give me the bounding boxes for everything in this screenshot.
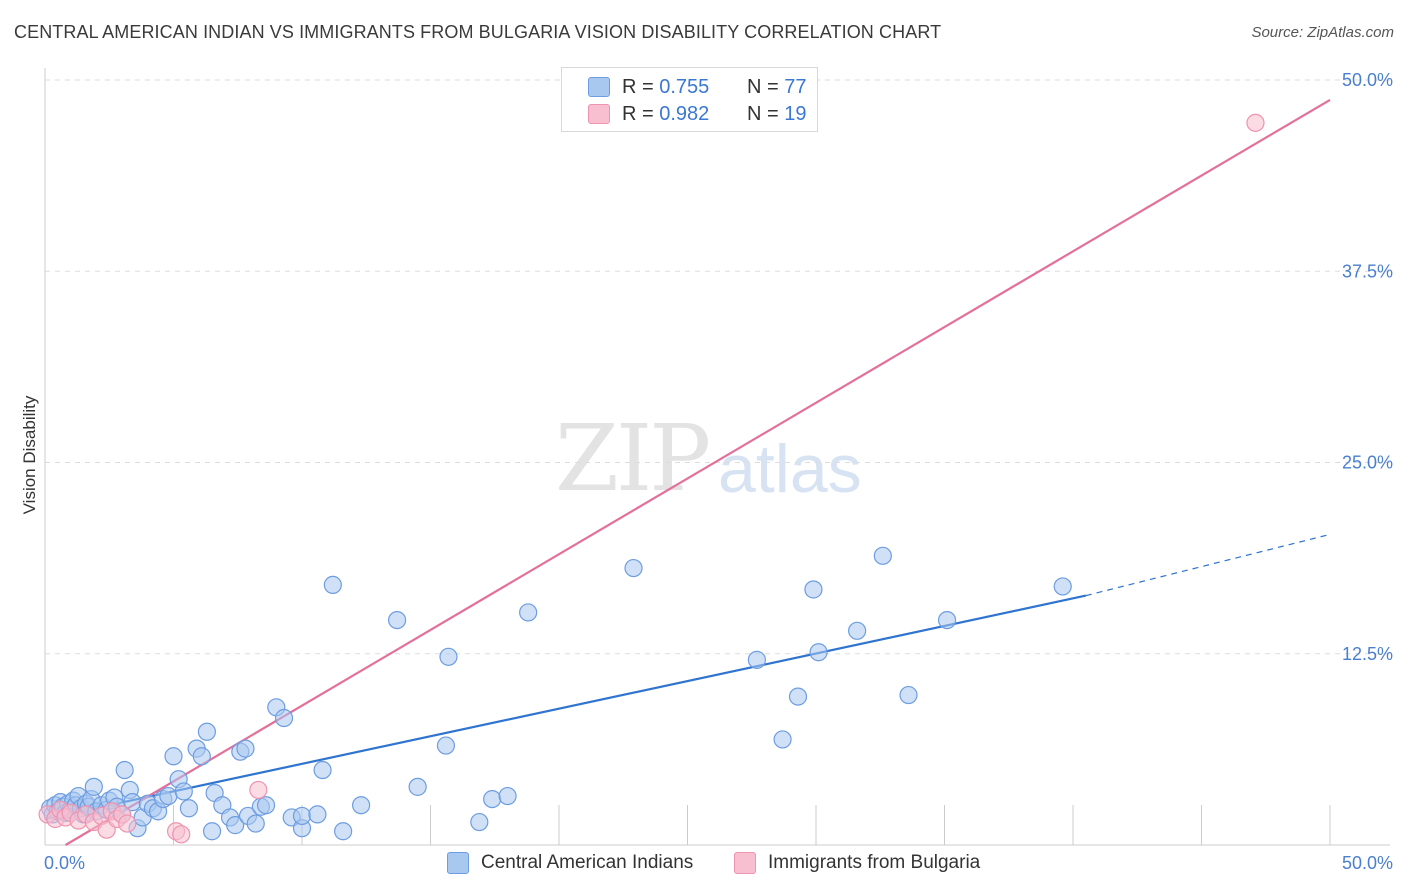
legend-n-label: N = — [747, 102, 785, 125]
central-american-indians-point — [788, 687, 808, 706]
central-american-indians-point — [439, 647, 458, 666]
legend-row-central-american-indians: R = 0.755 N = 77 — [588, 74, 807, 100]
legend-swatch-pink — [588, 104, 610, 124]
central-american-indians-point — [334, 822, 353, 841]
immigrants-from-bulgaria-point — [118, 814, 137, 833]
central-american-indians-point — [192, 747, 211, 766]
legend-r-label: R = — [622, 75, 660, 98]
legend-row-immigrants-from-bulgaria: R = 0.982 N = 19 — [588, 101, 807, 127]
trend-layer — [44, 98, 1331, 846]
bottom-legend-swatch-pink — [734, 852, 756, 874]
tick-label-layer: 12.5% 25.0% 37.5% 50.0% 0.0% 50.0% — [44, 70, 1393, 873]
central-american-indians-point — [292, 806, 312, 826]
central-american-indians-point — [202, 822, 222, 841]
central-american-indians-point — [159, 786, 178, 806]
central-american-indians-point — [747, 650, 766, 669]
pink-trend-line — [65, 98, 1331, 846]
y-tick-label: 37.5% — [1342, 261, 1393, 281]
central-american-indians-point — [323, 575, 342, 595]
y-tick-label: 50.0% — [1342, 70, 1393, 90]
central-american-indians-point — [848, 621, 867, 640]
bottom-legend-label: Central American Indians — [481, 852, 694, 873]
blue-trend-line — [44, 594, 1087, 821]
blue-trend-extension — [1085, 533, 1331, 597]
central-american-indians-point — [387, 610, 407, 630]
axes-layer — [44, 68, 1390, 846]
central-american-indians-point — [226, 816, 245, 835]
central-american-indians-point — [809, 643, 828, 662]
central-american-indians-point — [179, 799, 199, 818]
legend-swatch-blue — [588, 77, 610, 97]
chart-title: CENTRAL AMERICAN INDIAN VS IMMIGRANTS FR… — [14, 22, 942, 42]
central-american-indians-point — [519, 603, 538, 622]
central-american-indians-point — [197, 722, 217, 741]
points-layer — [38, 113, 1265, 844]
central-american-indians-point — [274, 708, 294, 728]
central-american-indians-point — [804, 580, 823, 599]
legend-n-value: 77 — [784, 75, 807, 98]
y-tick-label: 25.0% — [1342, 453, 1393, 473]
legend-n-block: N = 19 — [747, 103, 807, 126]
central-american-indians-point — [624, 558, 643, 578]
bottom-legend-item-immigrants-from-bulgaria: Immigrants from Bulgaria — [734, 852, 980, 874]
grid-layer — [45, 79, 1390, 845]
central-american-indians-point — [84, 777, 103, 796]
central-american-indians-point — [498, 786, 517, 806]
central-american-indians-point — [899, 685, 918, 705]
central-american-indians-point — [115, 760, 134, 780]
legend-r-block: R = 0.755 — [622, 76, 747, 99]
legend-r-label: R = — [622, 102, 660, 125]
central-american-indians-point — [246, 814, 265, 833]
watermark-atlas: atlas — [718, 431, 862, 507]
legend-n-block: N = 77 — [747, 76, 807, 99]
immigrants-from-bulgaria-point — [249, 780, 268, 800]
bottom-legend-label: Immigrants from Bulgaria — [768, 852, 981, 873]
bottom-legend-item-central-american-indians: Central American Indians — [447, 852, 693, 874]
immigrants-from-bulgaria-point — [172, 825, 191, 844]
x-tick-label: 0.0% — [44, 853, 85, 873]
central-american-indians-point — [408, 777, 427, 796]
legend-r-block: R = 0.982 — [622, 103, 747, 126]
correlation-legend: R = 0.755 N = 77 R = 0.982 N = 19 — [561, 67, 818, 132]
central-american-indians-point — [236, 739, 255, 758]
source-label: Source: ZipAtlas.com — [1251, 24, 1394, 41]
legend-r-value: 0.982 — [659, 102, 710, 125]
x-tick-label: 50.0% — [1342, 853, 1393, 873]
central-american-indians-point — [873, 546, 892, 565]
immigrants-from-bulgaria-point — [1246, 113, 1265, 132]
central-american-indians-point — [436, 736, 456, 755]
central-american-indians-point — [164, 747, 183, 766]
central-american-indians-point — [1053, 577, 1072, 596]
central-american-indians-point — [174, 782, 193, 801]
central-american-indians-point — [773, 730, 792, 749]
central-american-indians-point — [470, 812, 489, 832]
bottom-legend-swatch-blue — [447, 852, 469, 874]
central-american-indians-point — [352, 796, 371, 815]
central-american-indians-point — [308, 805, 327, 824]
watermark-zip: ZIP — [555, 405, 711, 512]
legend-r-value: 0.755 — [659, 75, 710, 98]
central-american-indians-point — [483, 789, 502, 809]
central-american-indians-point — [937, 610, 957, 630]
legend-n-value: 19 — [784, 102, 807, 125]
central-american-indians-point — [313, 760, 332, 780]
central-american-indians-point — [256, 796, 276, 815]
y-tick-label: 12.5% — [1342, 644, 1393, 664]
legend-n-label: N = — [747, 75, 785, 98]
